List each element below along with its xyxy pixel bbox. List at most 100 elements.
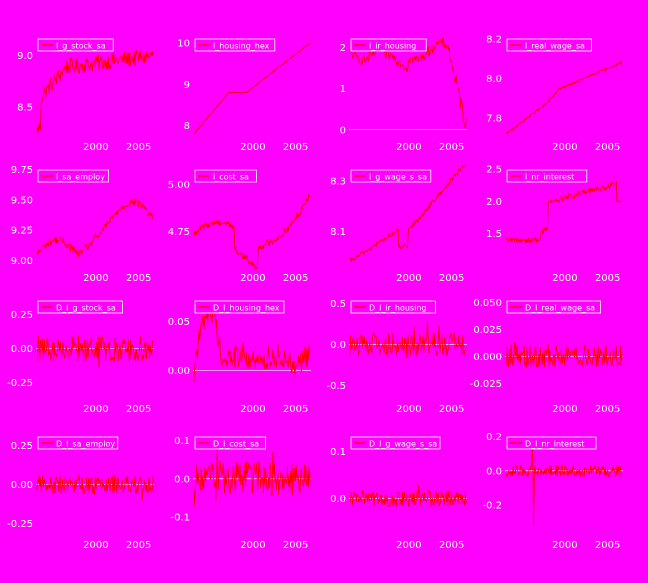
x-tick-label: 2000 — [240, 273, 265, 284]
chart-panel-3: 2 1 0 2000 2005 l_ir_housing — [340, 36, 467, 153]
y-tick-label: 4.75 — [168, 227, 190, 238]
legend-label: l_g_stock_sa — [56, 42, 106, 51]
legend: l_g_stock_sa — [37, 38, 114, 52]
y-tick-label: 0.1 — [174, 436, 190, 447]
y-tick-label: 8.1 — [330, 227, 346, 238]
chart-panel-12: 0.050 0.025 0.000 -0.025 2000 2005 D_l_real_wa… — [470, 298, 623, 415]
x-tick-label: 2000 — [396, 273, 421, 284]
x-tick-label: 2005 — [126, 142, 151, 153]
x-tick-label: 2005 — [595, 142, 620, 153]
x-tick-label: 2005 — [595, 540, 620, 551]
legend-label: D_l_housing_hex — [213, 304, 280, 313]
x-tick-label: 2000 — [552, 540, 577, 551]
legend: l_housing_hex — [194, 38, 276, 52]
legend: D_l_ir_housing — [350, 300, 436, 314]
x-tick-label: 2000 — [83, 540, 108, 551]
y-tick-label: -0.25 — [7, 378, 33, 389]
x-tick-label: 2005 — [439, 540, 464, 551]
x-tick-label: 2005 — [439, 404, 464, 415]
y-tick-label: 0.0 — [174, 474, 190, 485]
legend: l_g_wage_s_sa — [350, 169, 432, 183]
x-tick-label: 2005 — [283, 540, 308, 551]
chart-panel-11: 0.5 0.0 -0.5 2000 2005 D_l_ir_housing — [326, 299, 467, 415]
x-tick-label: 2005 — [595, 404, 620, 415]
series-line-l_real_wage_sa — [505, 61, 623, 135]
chart-panel-13: 0.25 0.00 -0.25 2000 2005 D_l_sa_employ — [7, 436, 154, 551]
chart-panel-1: 9.0 8.5 2000 2005 l_g_stock_sa — [17, 38, 154, 153]
legend-label: l_g_wage_s_sa — [369, 173, 427, 182]
x-tick-label: 2000 — [240, 142, 265, 153]
legend-label: D_l_sa_employ — [56, 440, 115, 449]
y-tick-label: -0.025 — [470, 379, 502, 390]
legend: D_l_sa_employ — [37, 436, 119, 450]
y-tick-label: 0.1 — [330, 447, 346, 458]
series-line-D_l_cost_sa — [193, 448, 311, 505]
chart-panel-6: 5.00 4.75 2000 2005 l_cost_sa — [168, 169, 311, 284]
x-tick-label: 2000 — [83, 142, 108, 153]
y-tick-label: 0.000 — [473, 352, 502, 363]
legend-label: D_l_real_wage_sa — [525, 304, 595, 313]
series-line-D_l_ir_housing — [349, 319, 467, 359]
y-tick-label: 0.0 — [486, 466, 502, 477]
y-tick-label: -0.2 — [482, 501, 502, 512]
y-tick-label: 0.00 — [168, 366, 190, 377]
y-tick-label: 2.5 — [486, 165, 502, 176]
series-line-D_l_real_wage_sa — [505, 342, 623, 369]
y-tick-label: 5.00 — [168, 180, 190, 191]
series-line-l_nr_interest — [505, 180, 623, 244]
x-tick-label: 2005 — [126, 540, 151, 551]
legend-label: l_real_wage_sa — [525, 42, 585, 51]
chart-panel-10: 0.05 0.00 2000 2005 D_l_housing_hex — [168, 300, 311, 415]
legend-label: D_l_nr_interest — [525, 440, 584, 449]
chart-panel-2: 10 9 8 2000 2005 l_housing_hex — [177, 38, 311, 153]
x-tick-label: 2000 — [552, 273, 577, 284]
legend-label: D_l_cost_sa — [213, 440, 259, 449]
y-tick-label: 0.05 — [168, 317, 190, 328]
y-tick-label: 9.00 — [11, 256, 33, 267]
series-line-l_sa_employ — [36, 198, 154, 257]
y-tick-label: 0.025 — [473, 325, 502, 336]
y-tick-label: -0.5 — [326, 381, 346, 392]
y-tick-label: 0.050 — [473, 298, 502, 309]
x-tick-label: 2000 — [83, 273, 108, 284]
chart-panel-7: 8.3 8.1 2000 2005 l_g_wage_s_sa — [330, 165, 467, 284]
y-tick-label: 10 — [177, 39, 190, 50]
y-tick-label: 0 — [340, 125, 346, 136]
legend: D_l_real_wage_sa — [506, 300, 601, 314]
y-tick-label: -0.1 — [170, 512, 190, 523]
y-tick-label: 2.0 — [486, 197, 502, 208]
legend-label: D_l_ir_housing — [369, 304, 426, 313]
legend: l_ir_housing — [350, 38, 427, 52]
legend-label: l_cost_sa — [213, 173, 249, 182]
legend-label: l_nr_interest — [525, 173, 574, 182]
x-tick-label: 2005 — [126, 273, 151, 284]
x-tick-label: 2005 — [126, 404, 151, 415]
series-line-l_ir_housing — [349, 36, 467, 129]
x-tick-label: 2000 — [552, 404, 577, 415]
y-tick-label: 0.0 — [330, 494, 346, 505]
y-tick-label: 1.5 — [486, 229, 502, 240]
legend: l_cost_sa — [194, 169, 257, 183]
chart-panel-9: 0.25 0.00 -0.25 2000 2005 D_l_g_stock_sa — [7, 300, 154, 415]
legend: l_nr_interest — [506, 169, 588, 183]
x-tick-label: 2000 — [552, 142, 577, 153]
chart-panel-5: 9.75 9.50 9.25 9.00 2000 2005 l_sa_employ — [11, 165, 154, 284]
legend: D_l_g_stock_sa — [37, 300, 123, 314]
y-tick-label: 0.2 — [486, 432, 502, 443]
series-line-l_cost_sa — [193, 193, 311, 271]
legend-label: D_l_g_stock_sa — [56, 304, 116, 313]
x-tick-label: 2000 — [240, 404, 265, 415]
x-tick-label: 2005 — [595, 273, 620, 284]
chart-panel-15: 0.1 0.0 2000 2005 D_l_g_wage_s_sa — [330, 436, 467, 551]
x-tick-label: 2005 — [283, 404, 308, 415]
legend-label: l_housing_hex — [213, 42, 270, 51]
y-tick-label: 9.25 — [11, 226, 33, 237]
legend: D_l_housing_hex — [194, 300, 285, 314]
x-tick-label: 2005 — [439, 273, 464, 284]
y-tick-label: 9.0 — [17, 51, 33, 62]
y-tick-label: 8 — [184, 121, 190, 132]
y-tick-label: 8.2 — [486, 34, 502, 45]
x-tick-label: 2005 — [283, 142, 308, 153]
series-line-D_l_g_stock_sa — [36, 335, 154, 369]
